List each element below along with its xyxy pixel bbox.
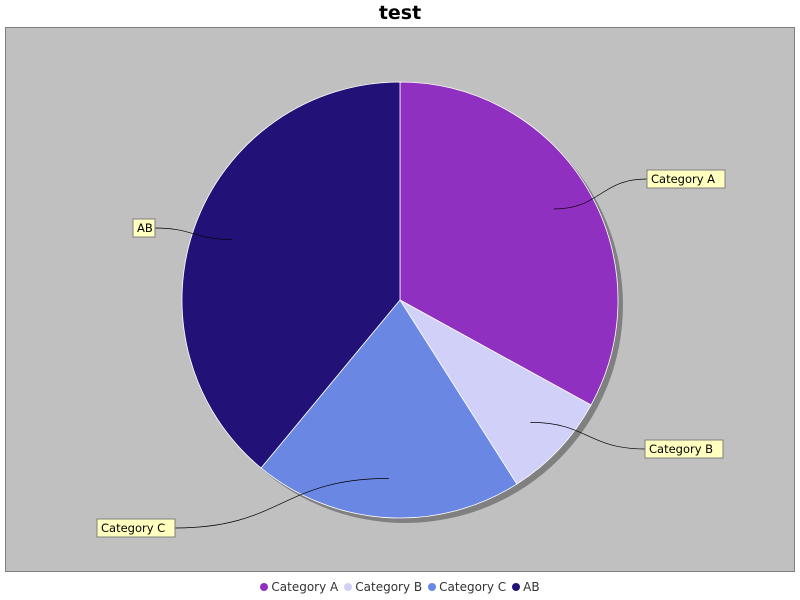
label-box-1 [644,439,724,459]
legend-label-1: Category B [355,580,423,594]
legend-swatch-1 [344,582,353,591]
legend-swatch-2 [428,582,437,591]
slice-label-2: Category C [101,521,165,535]
legend-label-2: Category C [439,580,507,594]
slice-label-0: Category A [651,172,715,186]
legend-item-0: Category A [260,580,338,594]
legend-swatch-3 [512,582,521,591]
legend-item-2: Category C [428,580,506,594]
slice-label-3: AB [137,221,153,235]
legend-item-3: AB [512,580,540,594]
pie-slice-2[interactable] [260,299,518,519]
label-box-2 [96,518,176,538]
pie-slice-1[interactable] [399,299,592,485]
label-leader-3 [154,227,232,240]
legend-item-1: Category B [344,580,422,594]
legend-swatch-0 [260,582,269,591]
pie-slice-0[interactable] [399,81,619,406]
label-leader-0 [553,178,648,210]
label-box-0 [646,169,726,189]
pie-slice-3[interactable] [181,81,401,469]
legend: Category A Category B Category C AB [0,580,800,594]
label-box-3 [132,218,156,238]
chart-title: test [378,2,422,24]
label-leader-1 [530,422,646,450]
legend-label-0: Category A [271,580,339,594]
legend-label-3: AB [523,580,540,594]
label-leader-2 [174,478,389,529]
slice-label-1: Category B [649,442,713,456]
